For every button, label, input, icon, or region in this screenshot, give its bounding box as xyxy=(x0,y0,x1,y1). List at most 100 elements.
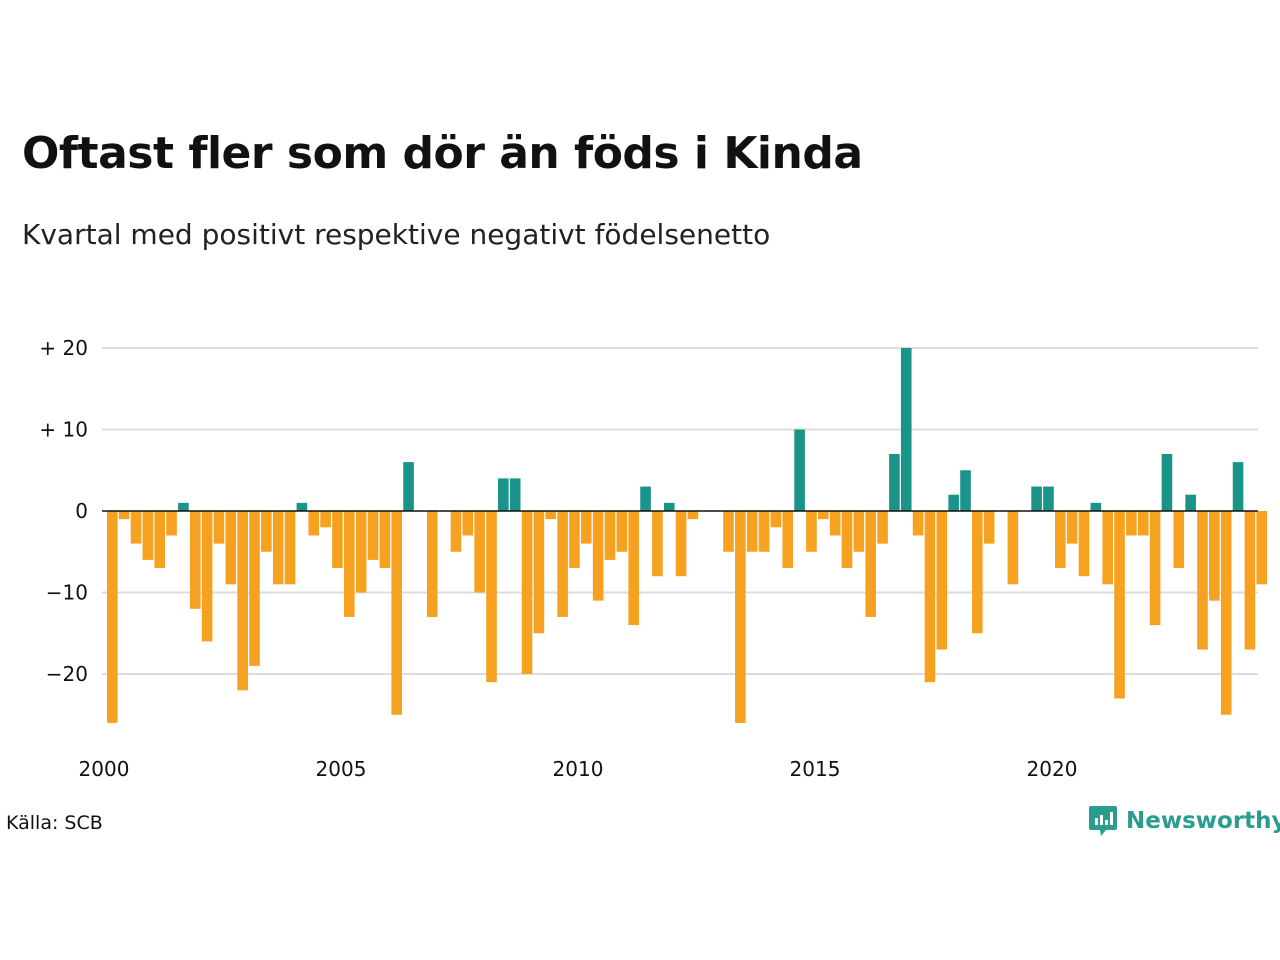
y-tick-label: −20 xyxy=(46,662,88,686)
bar xyxy=(581,511,592,544)
bar xyxy=(1256,511,1268,585)
bar xyxy=(948,494,959,511)
chart-title: Oftast fler som dör än föds i Kinda xyxy=(22,128,863,179)
bar xyxy=(912,511,924,536)
bar xyxy=(545,511,557,520)
bar xyxy=(592,511,604,601)
bar xyxy=(426,511,438,617)
bar xyxy=(758,511,770,552)
bar xyxy=(663,502,675,511)
bar xyxy=(924,511,936,683)
gridlines xyxy=(102,347,1258,675)
bar xyxy=(379,511,391,569)
x-tick-label: 2010 xyxy=(553,757,604,781)
bar xyxy=(628,511,639,626)
x-tick-label: 2020 xyxy=(1027,757,1078,781)
bar xyxy=(1043,486,1054,511)
y-tick-label: 0 xyxy=(75,499,88,523)
bar xyxy=(853,511,865,552)
bar xyxy=(296,502,308,511)
bar xyxy=(983,511,995,544)
bar xyxy=(1173,511,1185,569)
bar xyxy=(166,511,177,536)
bar xyxy=(877,511,888,544)
bar xyxy=(249,511,260,666)
bar xyxy=(367,511,379,560)
bar xyxy=(782,511,794,569)
bar xyxy=(723,511,734,552)
bar xyxy=(462,511,474,536)
bar xyxy=(900,348,912,511)
bar xyxy=(521,511,533,674)
bar xyxy=(261,511,272,552)
bar xyxy=(889,453,900,511)
bar xyxy=(201,511,213,642)
bar xyxy=(1209,511,1220,601)
bar xyxy=(486,511,497,683)
bar xyxy=(1078,511,1090,577)
y-tick-label: −10 xyxy=(46,581,88,605)
bar xyxy=(640,486,651,511)
bar xyxy=(806,511,817,552)
bar xyxy=(509,478,521,511)
bar xyxy=(130,511,142,544)
bar xyxy=(237,511,248,691)
y-axis-labels: + 20 + 10 0 −10 −20 xyxy=(39,336,88,686)
y-tick-label: + 10 xyxy=(39,418,88,442)
bar xyxy=(604,511,616,560)
bar xyxy=(972,511,983,634)
bar xyxy=(675,511,687,577)
newsworthy-logo: Newsworthy xyxy=(1088,804,1280,838)
bar xyxy=(770,511,782,528)
bar xyxy=(936,511,948,650)
bar xyxy=(332,511,343,569)
bar xyxy=(403,462,414,511)
x-tick-label: 2015 xyxy=(790,757,841,781)
bar xyxy=(1126,511,1137,536)
bar xyxy=(818,511,829,520)
bar xyxy=(1031,486,1042,511)
bar xyxy=(1244,511,1256,650)
bar xyxy=(1185,494,1196,511)
y-tick-label: + 20 xyxy=(39,336,88,360)
bar xyxy=(794,429,805,511)
x-tick-label: 2005 xyxy=(316,757,367,781)
bars xyxy=(107,348,1268,723)
bar xyxy=(154,511,165,569)
bar xyxy=(1114,511,1125,699)
bar xyxy=(1090,502,1102,511)
bar xyxy=(735,511,746,723)
bar xyxy=(746,511,758,552)
bar xyxy=(533,511,545,634)
bar xyxy=(391,511,402,715)
bar xyxy=(569,511,580,569)
bar xyxy=(320,511,331,528)
bar xyxy=(1137,511,1149,536)
bar xyxy=(1232,462,1244,511)
bar xyxy=(1102,511,1113,585)
bar xyxy=(1220,511,1232,715)
bar xyxy=(107,511,118,723)
bar xyxy=(355,511,367,593)
bar xyxy=(272,511,284,585)
bar xyxy=(284,511,296,585)
bar xyxy=(178,502,189,511)
bar xyxy=(344,511,355,617)
bar xyxy=(841,511,853,569)
bar xyxy=(960,470,971,511)
bar xyxy=(1149,511,1161,626)
bar xyxy=(498,478,509,511)
bar xyxy=(1007,511,1019,585)
bar xyxy=(308,511,320,536)
bar xyxy=(1066,511,1078,544)
chart-subtitle: Kvartal med positivt respektive negativt… xyxy=(22,218,771,251)
x-tick-label: 2000 xyxy=(79,757,130,781)
bar xyxy=(616,511,628,552)
bar xyxy=(189,511,201,609)
bar xyxy=(1197,511,1208,650)
bar xyxy=(829,511,841,536)
bar xyxy=(865,511,876,617)
bar xyxy=(225,511,237,585)
source-note: Källa: SCB xyxy=(6,812,103,834)
bar xyxy=(652,511,663,577)
